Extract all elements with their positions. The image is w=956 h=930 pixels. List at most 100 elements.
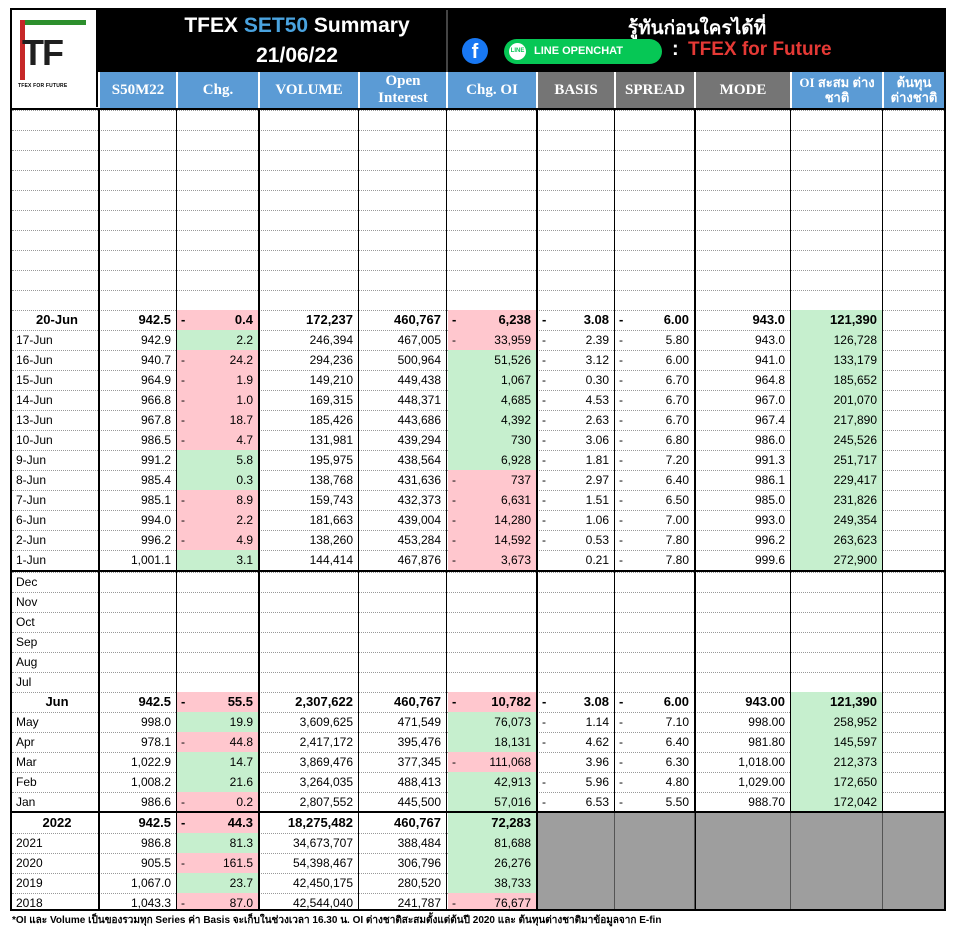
column-header: Open Interest: [360, 72, 446, 108]
mode-cell: 967.4: [754, 413, 785, 427]
basis-value: 3.06: [585, 433, 609, 447]
change-oi-value: 14,280: [494, 513, 531, 527]
spread-value: 4.80: [665, 775, 689, 789]
sign-dash: -: [619, 533, 623, 547]
price-cell: 964.9: [140, 373, 171, 387]
volume-cell: 169,315: [309, 393, 353, 407]
column-divider: [258, 108, 260, 909]
change-cell: 161.5 -: [177, 853, 258, 873]
logo-red-bar: [20, 20, 25, 80]
column-header: S50M22: [100, 72, 176, 108]
open-interest-cell: 439,294: [397, 433, 441, 447]
volume-cell: 149,210: [309, 373, 353, 387]
change-oi-value: 72,283: [491, 815, 531, 830]
change-value: 81.3: [229, 836, 253, 850]
row-divider: [12, 592, 944, 593]
row-label: 2020: [16, 856, 43, 870]
row-label: 15-Jun: [16, 373, 53, 387]
column-divider: [790, 813, 791, 909]
row-label: 1-Jun: [16, 553, 47, 567]
spread-value: 5.50: [665, 795, 689, 809]
row-divider: [12, 632, 944, 633]
change-cell: 3.1: [177, 550, 258, 570]
volume-cell: 18,275,482: [287, 815, 353, 830]
open-interest-cell: 388,484: [397, 836, 441, 850]
price-cell: 942.5: [138, 694, 171, 709]
sign-dash: -: [181, 533, 185, 547]
sign-dash: -: [619, 453, 623, 467]
spread-cell: 6.70 -: [615, 410, 694, 430]
mode-cell: 985.0: [754, 493, 785, 507]
unused-area: [538, 813, 944, 909]
open-interest-cell: 467,005: [397, 333, 441, 347]
tf-logo: TF TFEX FOR FUTURE: [12, 10, 98, 107]
change-value: 4.7: [236, 433, 253, 447]
change-value: 24.2: [229, 353, 253, 367]
sign-dash: -: [452, 755, 456, 769]
change-value: 2.2: [236, 513, 253, 527]
column-divider: [358, 108, 359, 909]
row-label: 6-Jun: [16, 513, 47, 527]
volume-cell: 3,264,035: [299, 775, 353, 789]
mode-cell: 941.0: [754, 353, 785, 367]
spread-cell: 6.50 -: [615, 490, 694, 510]
spread-cell: 6.40 -: [615, 732, 694, 752]
change-oi-value: 57,016: [494, 795, 531, 809]
row-divider: [12, 110, 944, 111]
spread-value: 6.40: [665, 735, 689, 749]
spread-value: 6.40: [665, 473, 689, 487]
sign-dash: -: [452, 553, 456, 567]
change-oi-cell: 14,592 -: [448, 530, 536, 550]
change-cell: 0.2 -: [177, 792, 258, 812]
change-oi-cell: 6,631 -: [448, 490, 536, 510]
sign-dash: -: [542, 353, 546, 367]
change-oi-value: 111,068: [489, 755, 531, 769]
spread-cell: 5.80 -: [615, 330, 694, 350]
mode-cell: 967.0: [754, 393, 785, 407]
price-cell: 942.9: [140, 333, 171, 347]
spread-cell: 7.80 -: [615, 550, 694, 570]
change-cell: 1.9 -: [177, 370, 258, 390]
change-cell: 24.2 -: [177, 350, 258, 370]
change-oi-cell: 57,016: [448, 792, 536, 812]
basis-cell: 3.08 -: [538, 310, 614, 330]
sign-dash: -: [542, 715, 546, 729]
column-header: OI สะสม ต่างชาติ: [792, 72, 882, 108]
foreign-oi-cell: 249,354: [791, 510, 882, 530]
basis-cell: 3.12 -: [538, 350, 614, 370]
column-header: BASIS: [538, 72, 614, 108]
mode-cell: 998.00: [748, 715, 785, 729]
sign-dash: -: [181, 433, 185, 447]
row-label: 16-Jun: [16, 353, 53, 367]
sign-dash: -: [181, 896, 185, 910]
sign-dash: -: [181, 735, 185, 749]
foreign-oi-cell: 245,526: [791, 430, 882, 450]
report-date: 21/06/22: [256, 44, 338, 67]
row-label: Jan: [16, 795, 36, 809]
mode-cell: 1,029.00: [738, 775, 785, 789]
row-divider: [12, 270, 944, 271]
change-oi-value: 10,782: [491, 694, 531, 709]
spread-value: 6.30: [665, 755, 689, 769]
change-oi-value: 38,733: [494, 876, 531, 890]
column-header: Chg.: [178, 72, 258, 108]
column-divider: [614, 108, 615, 909]
volume-cell: 2,807,552: [299, 795, 353, 809]
foreign-oi-cell: 258,952: [791, 712, 882, 732]
volume-cell: 54,398,467: [292, 856, 353, 870]
price-cell: 942.5: [138, 815, 171, 830]
mode-cell: 988.70: [748, 795, 785, 809]
row-label: 7-Jun: [16, 493, 47, 507]
change-cell: 23.7: [177, 873, 258, 893]
change-cell: 14.7: [177, 752, 258, 772]
basis-value: 2.63: [585, 413, 609, 427]
basis-cell: 4.53 -: [538, 390, 614, 410]
row-label: 2019: [16, 876, 43, 890]
spread-value: 6.70: [665, 413, 689, 427]
spread-value: 6.70: [665, 373, 689, 387]
sign-dash: -: [542, 473, 546, 487]
open-interest-cell: 432,373: [397, 493, 441, 507]
change-oi-cell: 1,067: [448, 370, 536, 390]
sign-dash: -: [542, 333, 546, 347]
logo-green-bar: [20, 20, 86, 25]
